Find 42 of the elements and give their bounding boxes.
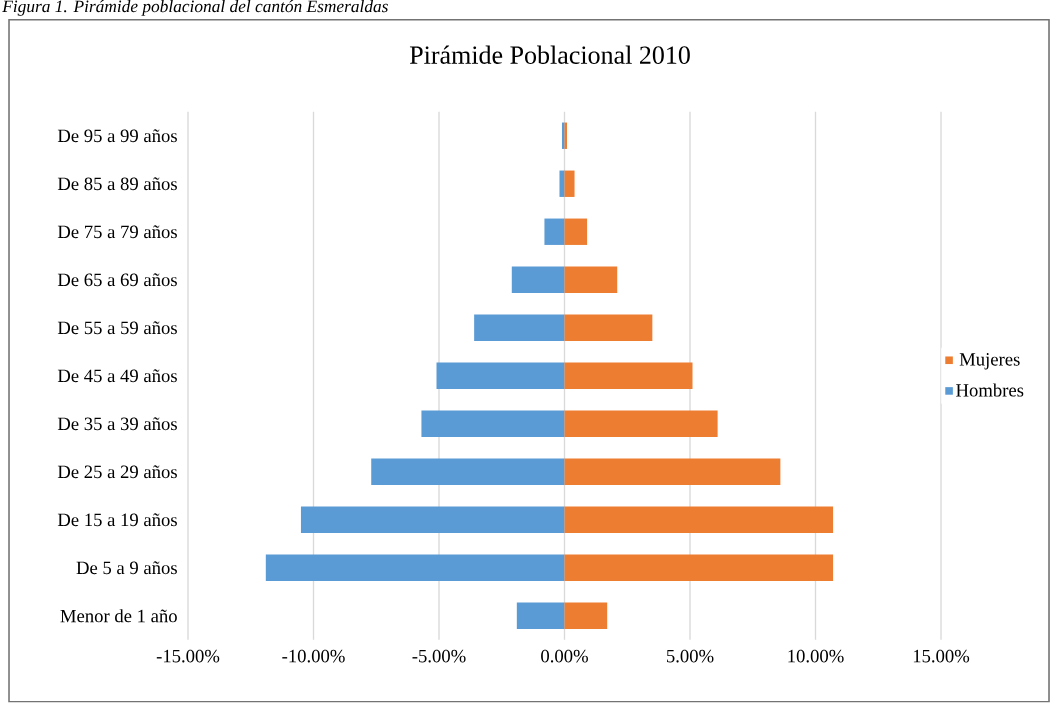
bar: [564, 410, 718, 438]
bar: [564, 362, 693, 390]
bar: [474, 314, 565, 342]
bar: [559, 170, 565, 198]
text: Figura 1. Pirámide poblacional del cantón Esmeraldas: [2, 0, 388, 16]
bar: [564, 266, 618, 294]
y-tick-label: De 45 a 49 años: [57, 369, 177, 383]
y-tick-label: De 5 a 9 años: [76, 561, 177, 575]
bar: [564, 506, 834, 534]
bar: [265, 554, 565, 582]
y-tick-label: De 35 a 39 años: [57, 417, 177, 431]
x-tick-label: 5.00%: [666, 650, 714, 663]
y-tick-label: De 85 a 89 años: [57, 177, 177, 191]
chart-title: Pirámide Poblacional 2010: [409, 45, 690, 65]
bar: [300, 506, 565, 534]
x-tick-label: -10.00%: [282, 650, 345, 663]
y-tick-label: De 55 a 59 años: [57, 321, 177, 335]
y-tick-label: De 15 a 19 años: [57, 513, 177, 527]
bar: [564, 218, 588, 246]
y-tick-label: De 95 a 99 años: [57, 129, 177, 143]
y-tick-label: De 75 a 79 años: [57, 225, 177, 239]
bar: [564, 458, 781, 486]
x-tick-label: -5.00%: [412, 650, 466, 663]
x-tick-label: 15.00%: [913, 650, 970, 663]
bar: [564, 554, 834, 582]
bar: [421, 410, 565, 438]
x-tick-label: 0.00%: [541, 650, 588, 663]
bar: [436, 362, 565, 390]
bar: [371, 458, 565, 486]
bar: [516, 602, 565, 630]
bar: [544, 218, 565, 246]
legend-label: Mujeres: [959, 353, 1020, 370]
bar: [511, 266, 565, 294]
x-tick-label: -15.00%: [156, 650, 220, 663]
bar: [564, 170, 575, 198]
legend-label: Hombres: [956, 383, 1024, 397]
bar: [564, 602, 608, 630]
x-tick-label: 10.00%: [788, 650, 844, 663]
y-tick-label: De 25 a 29 años: [57, 465, 177, 479]
y-tick-label: Menor de 1 año: [60, 609, 177, 623]
bar: [564, 314, 653, 342]
y-tick-label: De 65 a 69 años: [57, 273, 177, 287]
